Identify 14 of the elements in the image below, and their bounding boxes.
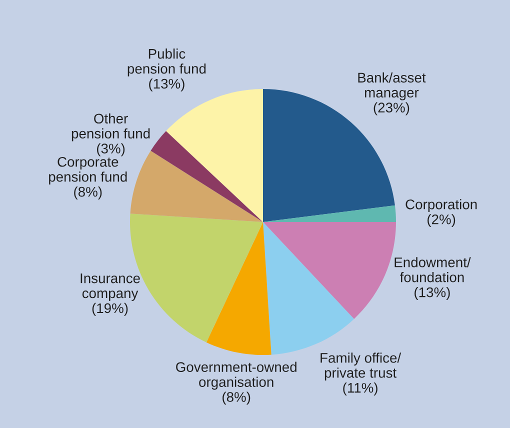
- slice-label: Government-owned organisation (8%): [176, 362, 296, 405]
- pie-slice: [206, 222, 272, 355]
- pie-slice: [263, 205, 396, 222]
- slice-label: Public pension fund (13%): [128, 48, 206, 92]
- pie-slice: [263, 222, 396, 319]
- slice-label: Insurance company (19%): [80, 274, 140, 316]
- slice-label: Other pension fund (3%): [72, 113, 150, 156]
- slice-label: Endowment/ foundation (13%): [394, 257, 471, 300]
- slice-label: Corporation (2%): [406, 199, 477, 228]
- pie-slice: [150, 130, 263, 222]
- slice-label: Corporate pension fund (8%): [49, 156, 127, 200]
- slice-label: Family office/ private trust (11%): [320, 352, 402, 396]
- pie-slice: [130, 150, 263, 222]
- slice-label: Bank/asset manager (23%): [358, 72, 426, 116]
